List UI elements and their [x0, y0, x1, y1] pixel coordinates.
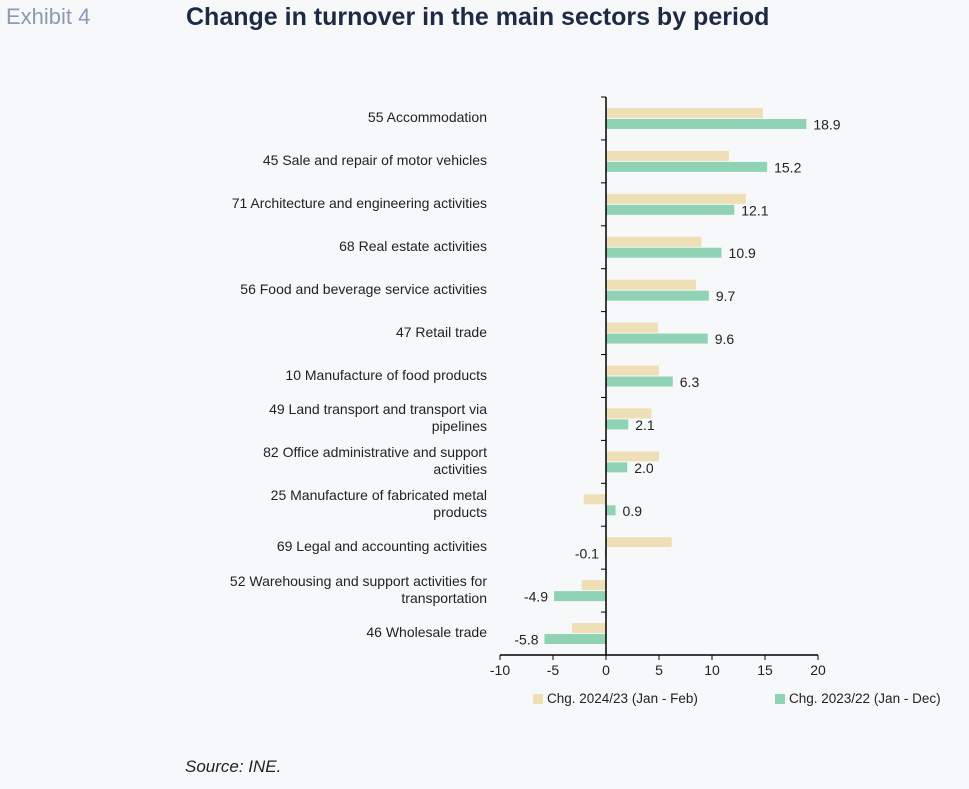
- bar-series-a: [606, 193, 746, 204]
- bar-series-b: [544, 634, 606, 645]
- data-label-series-b: 10.9: [729, 245, 756, 261]
- data-label-series-b: 12.1: [741, 202, 768, 218]
- category-label-line: 82 Office administrative and support: [263, 443, 487, 460]
- data-label-series-b: -4.9: [524, 589, 548, 605]
- bar-series-a: [606, 279, 697, 290]
- bar-series-a: [581, 580, 606, 591]
- category-label: 49 Land transport and transport via pipel…: [167, 401, 487, 435]
- category-label-line: 49 Land transport and transport via: [269, 400, 487, 417]
- category-label: 46 Wholesale trade: [167, 624, 487, 641]
- data-label-series-b: 9.7: [716, 288, 736, 304]
- category-label-line: 52 Warehousing and support activities fo…: [229, 572, 487, 589]
- category-label: 82 Office administrative and support acti…: [167, 444, 487, 478]
- data-label-series-b: 6.3: [680, 374, 700, 390]
- chart-title: Change in turnover in the main sectors b…: [186, 3, 770, 31]
- bar-series-a: [583, 494, 606, 505]
- category-label: 68 Real estate activities: [167, 238, 487, 255]
- bar-series-a: [606, 150, 729, 161]
- bar-series-b: [606, 118, 807, 129]
- bar-series-b: [606, 290, 709, 301]
- category-label-line: products: [433, 503, 487, 520]
- bar-series-b: [606, 376, 673, 387]
- category-label-line: 10 Manufacture of food products: [285, 366, 487, 383]
- category-label: 71 Architecture and engineering activiti…: [167, 195, 487, 212]
- data-label-series-b: 2.0: [634, 460, 654, 476]
- category-label-line: 25 Manufacture of fabricated metal: [270, 486, 487, 503]
- x-tick-label: 20: [810, 662, 826, 678]
- category-label: 69 Legal and accounting activities: [167, 538, 487, 555]
- data-label-series-b: 15.2: [774, 159, 801, 175]
- bar-series-a: [606, 537, 672, 548]
- legend-label-series-b: Chg. 2023/22 (Jan - Dec): [789, 691, 941, 706]
- category-label-line: 45 Sale and repair of motor vehicles: [262, 151, 487, 168]
- bar-series-a: [606, 322, 658, 333]
- bar-series-a: [606, 365, 659, 376]
- bar-series-a: [606, 236, 702, 247]
- bar-series-b: [606, 204, 735, 215]
- category-label-line: transportation: [401, 589, 487, 606]
- x-tick-label: 5: [655, 662, 663, 678]
- legend-swatch-series-a: [533, 693, 543, 704]
- data-label-series-b: 9.6: [715, 331, 735, 347]
- data-label-series-b: 0.9: [623, 503, 643, 519]
- bar-series-b: [606, 247, 722, 258]
- bar-series-a: [606, 408, 652, 419]
- category-label: 45 Sale and repair of motor vehicles: [167, 152, 487, 169]
- data-label-series-b: -0.1: [575, 546, 599, 562]
- category-label-line: 68 Real estate activities: [339, 237, 487, 254]
- bar-series-b: [606, 419, 629, 430]
- x-tick-label: 15: [757, 662, 773, 678]
- data-label-series-b: 18.9: [813, 116, 840, 132]
- bar-series-b: [606, 333, 708, 344]
- bar-series-a: [606, 107, 763, 118]
- legend-label-series-a: Chg. 2024/23 (Jan - Feb): [547, 691, 698, 706]
- category-label-line: activities: [433, 460, 487, 477]
- category-label-line: 56 Food and beverage service activities: [240, 280, 487, 297]
- category-label: 47 Retail trade: [167, 324, 487, 341]
- bar-series-b: [606, 462, 628, 473]
- bar-series-a: [572, 623, 606, 634]
- category-label: 25 Manufacture of fabricated metal produc…: [167, 487, 487, 521]
- category-label: 55 Accommodation: [167, 109, 487, 126]
- bar-series-b: [554, 591, 606, 602]
- category-label-line: pipelines: [431, 417, 487, 434]
- category-label-line: 55 Accommodation: [367, 108, 487, 125]
- bar-series-b: [606, 161, 768, 172]
- bar-series-a: [606, 451, 659, 462]
- legend-item-series-a: Chg. 2024/23 (Jan - Feb): [533, 691, 698, 706]
- data-label-series-b: -5.8: [514, 632, 538, 648]
- category-label-line: 46 Wholesale trade: [366, 624, 487, 641]
- category-label-line: 47 Retail trade: [395, 323, 487, 340]
- data-label-series-b: 2.1: [635, 417, 655, 433]
- source-note: Source: INE.: [185, 757, 282, 776]
- category-label: 52 Warehousing and support activities fo…: [167, 573, 487, 607]
- x-tick-label: -10: [490, 662, 510, 678]
- legend-item-series-b: Chg. 2023/22 (Jan - Dec): [775, 691, 941, 706]
- category-label-line: 71 Architecture and engineering activiti…: [231, 194, 487, 211]
- bar-series-b: [606, 505, 616, 516]
- legend-swatch-series-b: [775, 693, 785, 704]
- category-label: 56 Food and beverage service activities: [167, 281, 487, 298]
- x-tick-label: -5: [547, 662, 560, 678]
- x-tick-label: 0: [602, 662, 610, 678]
- x-tick-label: 10: [704, 662, 720, 678]
- category-label: 10 Manufacture of food products: [167, 367, 487, 384]
- exhibit-label: Exhibit 4: [6, 4, 91, 29]
- category-label-line: 69 Legal and accounting activities: [276, 538, 487, 555]
